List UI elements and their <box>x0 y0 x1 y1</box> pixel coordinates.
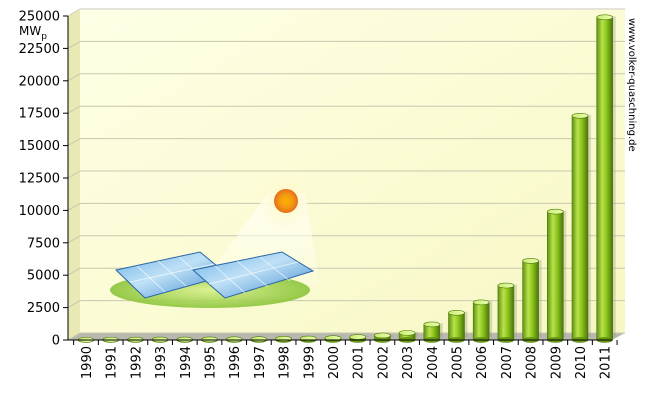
bar-body <box>571 115 589 341</box>
x-tick-label: 2003 <box>401 346 416 379</box>
bar <box>596 14 616 343</box>
y-tick-label: 15000 <box>19 139 60 154</box>
y-gridline <box>67 8 81 17</box>
sun-icon <box>274 189 298 213</box>
bar-top <box>497 282 515 289</box>
x-tick-label: 2010 <box>574 346 589 379</box>
bar-top <box>472 299 490 306</box>
x-tick-label: 2007 <box>500 346 515 379</box>
x-tick-label: 2004 <box>426 346 441 379</box>
y-tick-label: 22500 <box>19 42 60 57</box>
y-tick-label: 17500 <box>19 107 60 122</box>
y-tick-label: 12500 <box>19 172 60 187</box>
y-gridline <box>67 138 81 147</box>
x-tick-label: 2009 <box>549 346 564 379</box>
bar-top <box>448 309 465 316</box>
bar <box>324 335 342 343</box>
bar <box>497 282 517 343</box>
bar-top <box>596 14 614 21</box>
x-tick-label: 1993 <box>154 346 169 379</box>
bar-top <box>201 336 218 343</box>
bar-top <box>324 335 342 341</box>
x-tick-label: 1990 <box>80 346 95 379</box>
y-tick-label: 7500 <box>27 236 60 251</box>
x-tick-label: 2006 <box>475 346 490 379</box>
x-tick-label: 1999 <box>302 346 317 379</box>
x-tick-label: 2011 <box>599 346 614 379</box>
y-gridline <box>67 267 81 276</box>
bar-top <box>275 336 292 342</box>
y-gridline <box>67 105 81 114</box>
bar-body <box>546 211 564 341</box>
y-gridline <box>67 170 81 179</box>
y-axis-unit-subscript: p <box>41 32 47 42</box>
bar-top <box>349 334 367 340</box>
bar-body <box>596 16 614 341</box>
x-labels-layer: 1990 1991 1992 1993 1994 1995 1996 1997 1998 1999… <box>73 340 618 379</box>
bar-top <box>522 258 539 264</box>
bar <box>423 321 443 343</box>
x-tick-label: 2001 <box>352 346 367 379</box>
bar-top <box>398 330 416 336</box>
bar-top <box>423 321 441 328</box>
bars-layer <box>77 14 616 343</box>
x-tick-label: 1995 <box>204 346 219 379</box>
y-gridline <box>67 202 81 211</box>
x-tick-label: 2002 <box>376 346 391 379</box>
y-tick-label: 25000 <box>19 10 60 25</box>
bar <box>275 336 292 343</box>
y-gridline <box>67 235 81 244</box>
y-gridline <box>67 40 81 49</box>
y-axis-unit-label: MWp <box>19 24 47 42</box>
bar-top <box>374 332 391 339</box>
y-labels-layer: 0 2500 5000 7500 10000 12500 15000 17500 20000 22… <box>19 10 60 349</box>
bar-top <box>250 336 268 343</box>
x-tick-label: 1994 <box>179 346 194 379</box>
y-tick-label: 5000 <box>27 269 60 284</box>
bar <box>522 258 542 343</box>
y-gridline <box>67 300 81 309</box>
bar-top <box>571 112 589 119</box>
bar <box>398 330 419 343</box>
bar <box>571 112 591 343</box>
bar-body <box>497 285 515 341</box>
x-tick-label: 1997 <box>253 346 268 379</box>
x-tick-label: 2005 <box>451 346 466 379</box>
bar <box>299 335 317 343</box>
bar <box>448 309 468 343</box>
y-tick-label: 20000 <box>19 74 60 89</box>
x-tick-label: 2000 <box>327 346 342 379</box>
y-gridline <box>67 332 81 341</box>
bar <box>546 208 567 343</box>
x-tick-label: 1996 <box>228 346 243 379</box>
bar-body <box>472 302 490 341</box>
solar-panel-right <box>191 251 315 299</box>
y-tick-label: 10000 <box>19 204 60 219</box>
y-tick-label: 2500 <box>27 301 60 316</box>
bar-body <box>522 260 539 341</box>
bar-top <box>546 208 564 215</box>
bar-top <box>225 336 243 343</box>
watermark-text: www.volker-quaschning.de <box>626 18 637 152</box>
axes <box>67 16 612 341</box>
y-tick-label: 0 <box>52 334 60 349</box>
x-tick-label: 1991 <box>105 346 120 379</box>
bar-body <box>448 312 465 341</box>
x-tick-label: 1998 <box>278 346 293 379</box>
solar-illustration <box>110 171 320 308</box>
x-tick-label: 2008 <box>525 346 540 379</box>
y-gridline <box>67 73 81 82</box>
bar <box>472 299 493 343</box>
x-tick-label: 1992 <box>129 346 144 379</box>
